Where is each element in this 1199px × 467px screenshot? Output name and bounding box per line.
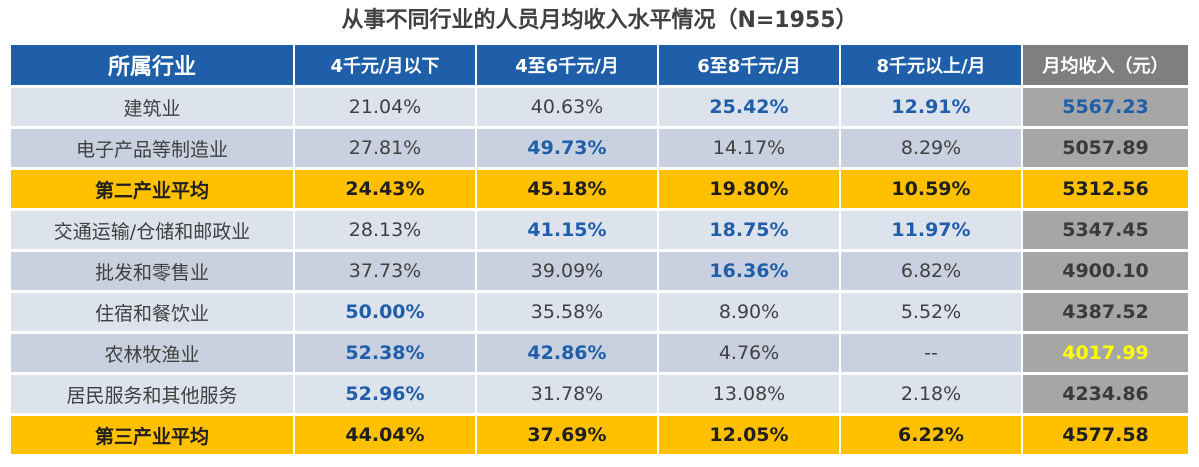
under-4k-cell: 50.00% xyxy=(293,293,475,331)
industry-cell: 居民服务和其他服务 xyxy=(11,375,293,413)
industry-cell: 第三产业平均 xyxy=(11,416,293,454)
monthly-income-cell: 5312.56 xyxy=(1021,170,1188,208)
4k-6k-cell: 45.18% xyxy=(475,170,657,208)
over-8k-cell: 11.97% xyxy=(839,211,1021,249)
monthly-income-cell: 5567.23 xyxy=(1021,88,1188,126)
industry-cell: 批发和零售业 xyxy=(11,252,293,290)
under-4k-cell: 37.73% xyxy=(293,252,475,290)
monthly-income-cell: 4017.99 xyxy=(1021,334,1188,372)
header-4k-6k: 4至6千元/月 xyxy=(475,45,657,85)
6k-8k-cell: 14.17% xyxy=(657,129,839,167)
industry-cell: 住宿和餐饮业 xyxy=(11,293,293,331)
industry-cell: 交通运输/仓储和邮政业 xyxy=(11,211,293,249)
table-row: 批发和零售业 37.73% 39.09% 16.36% 6.82% 4900.10 xyxy=(11,252,1188,290)
under-4k-cell: 52.38% xyxy=(293,334,475,372)
table-row: 住宿和餐饮业 50.00% 35.58% 8.90% 5.52% 4387.52 xyxy=(11,293,1188,331)
under-4k-cell: 52.96% xyxy=(293,375,475,413)
4k-6k-cell: 42.86% xyxy=(475,334,657,372)
over-8k-cell: -- xyxy=(839,334,1021,372)
header-over-8k: 8千元以上/月 xyxy=(839,45,1021,85)
4k-6k-cell: 39.09% xyxy=(475,252,657,290)
income-table: 所属行业 4千元/月以下 4至6千元/月 6至8千元/月 8千元以上/月 月均收… xyxy=(11,42,1188,457)
over-8k-cell: 8.29% xyxy=(839,129,1021,167)
over-8k-cell: 5.52% xyxy=(839,293,1021,331)
6k-8k-cell: 12.05% xyxy=(657,416,839,454)
6k-8k-cell: 16.36% xyxy=(657,252,839,290)
table-row: 农林牧渔业 52.38% 42.86% 4.76% -- 4017.99 xyxy=(11,334,1188,372)
industry-cell: 建筑业 xyxy=(11,88,293,126)
average-row: 第二产业平均 24.43% 45.18% 19.80% 10.59% 5312.56 xyxy=(11,170,1188,208)
monthly-income-cell: 4387.52 xyxy=(1021,293,1188,331)
chart-title: 从事不同行业的人员月均收入水平情况（N=1955） xyxy=(341,8,858,33)
4k-6k-cell: 35.58% xyxy=(475,293,657,331)
monthly-income-cell: 4900.10 xyxy=(1021,252,1188,290)
6k-8k-cell: 13.08% xyxy=(657,375,839,413)
header-under-4k: 4千元/月以下 xyxy=(293,45,475,85)
4k-6k-cell: 37.69% xyxy=(475,416,657,454)
table-row: 电子产品等制造业 27.81% 49.73% 14.17% 8.29% 5057.89 xyxy=(11,129,1188,167)
under-4k-cell: 27.81% xyxy=(293,129,475,167)
4k-6k-cell: 40.63% xyxy=(475,88,657,126)
4k-6k-cell: 31.78% xyxy=(475,375,657,413)
table-body: 建筑业 21.04% 40.63% 25.42% 12.91% 5567.23 电子产品等制… xyxy=(11,88,1188,454)
industry-cell: 第二产业平均 xyxy=(11,170,293,208)
header-monthly-income: 月均收入（元） xyxy=(1021,45,1188,85)
average-row: 第三产业平均 44.04% 37.69% 12.05% 6.22% 4577.58 xyxy=(11,416,1188,454)
monthly-income-cell: 5057.89 xyxy=(1021,129,1188,167)
header-industry: 所属行业 xyxy=(11,45,293,85)
6k-8k-cell: 19.80% xyxy=(657,170,839,208)
under-4k-cell: 24.43% xyxy=(293,170,475,208)
industry-cell: 电子产品等制造业 xyxy=(11,129,293,167)
over-8k-cell: 10.59% xyxy=(839,170,1021,208)
6k-8k-cell: 18.75% xyxy=(657,211,839,249)
over-8k-cell: 6.82% xyxy=(839,252,1021,290)
6k-8k-cell: 25.42% xyxy=(657,88,839,126)
6k-8k-cell: 4.76% xyxy=(657,334,839,372)
6k-8k-cell: 8.90% xyxy=(657,293,839,331)
under-4k-cell: 21.04% xyxy=(293,88,475,126)
table-row: 交通运输/仓储和邮政业 28.13% 41.15% 18.75% 11.97% 5347.… xyxy=(11,211,1188,249)
monthly-income-cell: 4234.86 xyxy=(1021,375,1188,413)
table-row: 建筑业 21.04% 40.63% 25.42% 12.91% 5567.23 xyxy=(11,88,1188,126)
over-8k-cell: 12.91% xyxy=(839,88,1021,126)
4k-6k-cell: 41.15% xyxy=(475,211,657,249)
over-8k-cell: 2.18% xyxy=(839,375,1021,413)
header-row: 所属行业 4千元/月以下 4至6千元/月 6至8千元/月 8千元以上/月 月均收… xyxy=(11,45,1188,85)
industry-cell: 农林牧渔业 xyxy=(11,334,293,372)
monthly-income-cell: 4577.58 xyxy=(1021,416,1188,454)
over-8k-cell: 6.22% xyxy=(839,416,1021,454)
4k-6k-cell: 49.73% xyxy=(475,129,657,167)
monthly-income-cell: 5347.45 xyxy=(1021,211,1188,249)
under-4k-cell: 44.04% xyxy=(293,416,475,454)
table-row: 居民服务和其他服务 52.96% 31.78% 13.08% 2.18% 4234.86 xyxy=(11,375,1188,413)
header-6k-8k: 6至8千元/月 xyxy=(657,45,839,85)
under-4k-cell: 28.13% xyxy=(293,211,475,249)
